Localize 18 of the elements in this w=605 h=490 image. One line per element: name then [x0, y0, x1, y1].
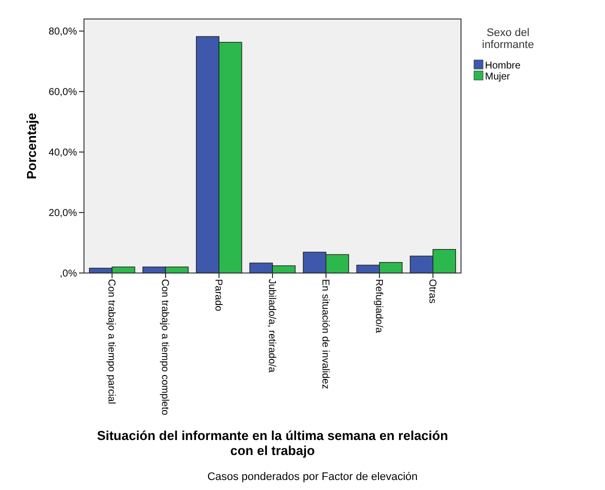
- x-tick-label: En situación de invalidez: [319, 279, 330, 390]
- x-tick-label: Jubilado/a, retirado/a: [266, 279, 277, 373]
- x-tick-label: Otras: [426, 279, 438, 304]
- x-tick-label: Parado: [212, 279, 224, 312]
- y-tick-label: 80,0%: [48, 26, 78, 38]
- y-tick-label: 40,0%: [48, 148, 78, 159]
- text: Casos ponderados por Factor de elevación: [207, 471, 418, 483]
- x-tick-label: Con trabajo a tiempo parcial: [106, 279, 117, 404]
- y-tick-label: ,0%: [60, 268, 78, 280]
- x-tick-label: Refugiado/a: [372, 279, 384, 334]
- x-tick-label: Con trabajo a tiempo completo: [159, 279, 170, 416]
- y-tick-label: 20,0%: [48, 208, 78, 220]
- legend-label: Hombre: [485, 60, 522, 72]
- y-axis-title: Porcentaje: [24, 112, 39, 180]
- y-tick-label: 60,0%: [48, 87, 78, 98]
- legend-title: Sexo del informante: [482, 27, 534, 51]
- legend-label: Mujer: [485, 72, 511, 82]
- x-axis-title: Situación del informante en la última semana en relación con el trabajo: [96, 428, 448, 458]
